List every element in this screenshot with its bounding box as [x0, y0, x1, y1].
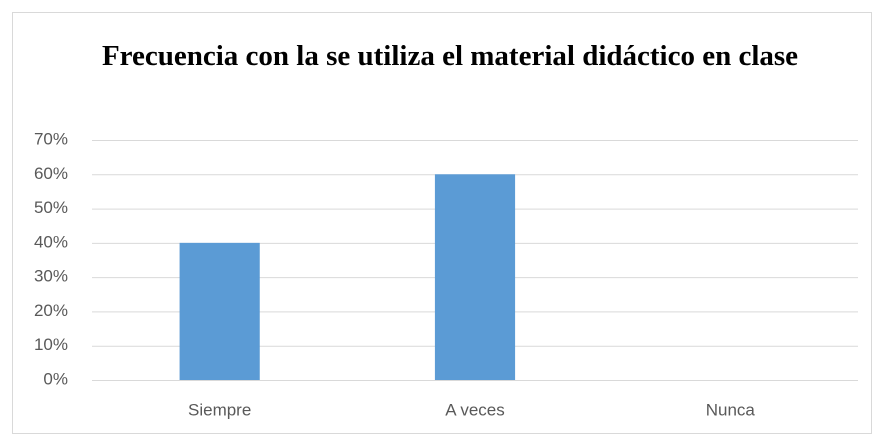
chart-title: Frecuencia con la se utiliza el material…	[101, 40, 799, 72]
y-tick-label: 40%	[34, 232, 68, 251]
bar	[434, 174, 516, 380]
y-tick-label: 70%	[34, 129, 68, 148]
x-tick-label: Siempre	[188, 400, 251, 419]
x-tick-label: Nunca	[706, 400, 756, 419]
y-tick-label: 60%	[34, 164, 68, 183]
y-tick-label: 10%	[34, 335, 68, 354]
y-tick-label: 0%	[43, 369, 68, 388]
y-tick-label: 50%	[34, 198, 68, 217]
y-tick-label: 20%	[34, 301, 68, 320]
y-tick-label: 30%	[34, 267, 68, 286]
x-tick-label: A veces	[445, 400, 505, 419]
bar	[179, 242, 260, 380]
